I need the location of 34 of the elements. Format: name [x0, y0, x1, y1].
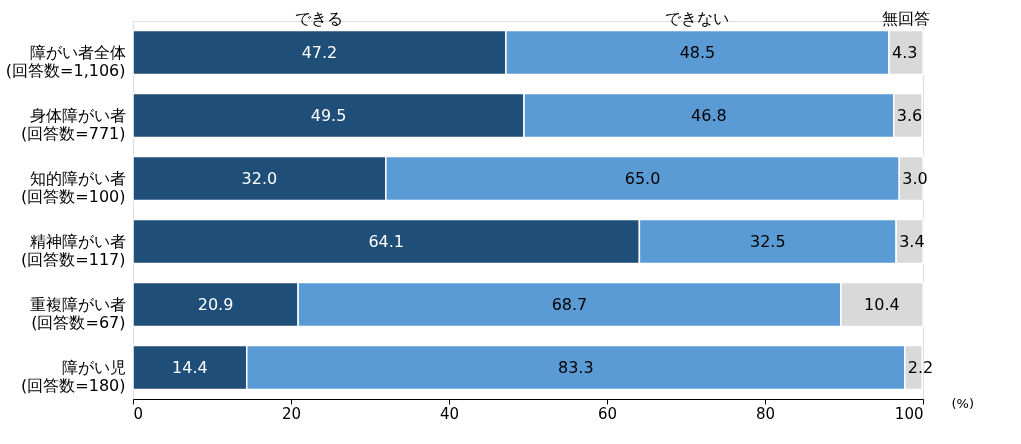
x-tick-label: 20 — [281, 404, 302, 423]
series-label: できる — [295, 8, 344, 28]
data-label: 46.8 — [691, 105, 727, 125]
series-label: できない — [665, 8, 730, 28]
data-label: 4.3 — [892, 42, 918, 62]
y-tick-label: 障がい児 (回答数=180) — [21, 357, 126, 395]
data-label: 68.7 — [551, 294, 588, 314]
x-tick-label: 0 — [133, 404, 144, 423]
data-label: 10.4 — [864, 294, 900, 314]
data-label: 20.9 — [197, 294, 234, 314]
data-label: 3.4 — [899, 231, 925, 251]
y-tick-label: 身体障がい者 (回答数=771) — [21, 105, 126, 143]
data-label: 65.0 — [624, 168, 661, 188]
data-label: 2.2 — [907, 357, 934, 377]
data-label: 3.0 — [902, 168, 928, 188]
x-tick-label: 40 — [439, 404, 460, 423]
data-label: 83.3 — [557, 357, 594, 377]
data-label: 14.4 — [172, 357, 208, 377]
y-tick-label: 障がい者全体 (回答数=1,106) — [5, 42, 126, 80]
data-label: 32.0 — [241, 168, 278, 188]
data-label: 3.6 — [896, 105, 923, 125]
data-label: 48.5 — [679, 42, 716, 62]
data-label: 64.1 — [368, 231, 405, 251]
x-tick-label: 100 — [894, 404, 924, 423]
y-tick-label: 重複障がい者 (回答数=67) — [29, 294, 126, 332]
x-axis-title: (%) — [951, 395, 974, 411]
x-tick-label: 60 — [597, 404, 618, 423]
data-label: 49.5 — [310, 105, 347, 125]
series-label: 無回答 — [882, 8, 931, 28]
y-tick-label: 知的障がい者 (回答数=100) — [21, 168, 126, 206]
data-label: 47.2 — [301, 42, 338, 62]
y-tick-label: 精神障がい者 (回答数=117) — [21, 231, 126, 269]
data-label: 32.5 — [749, 231, 786, 251]
x-tick-label: 80 — [755, 404, 776, 423]
